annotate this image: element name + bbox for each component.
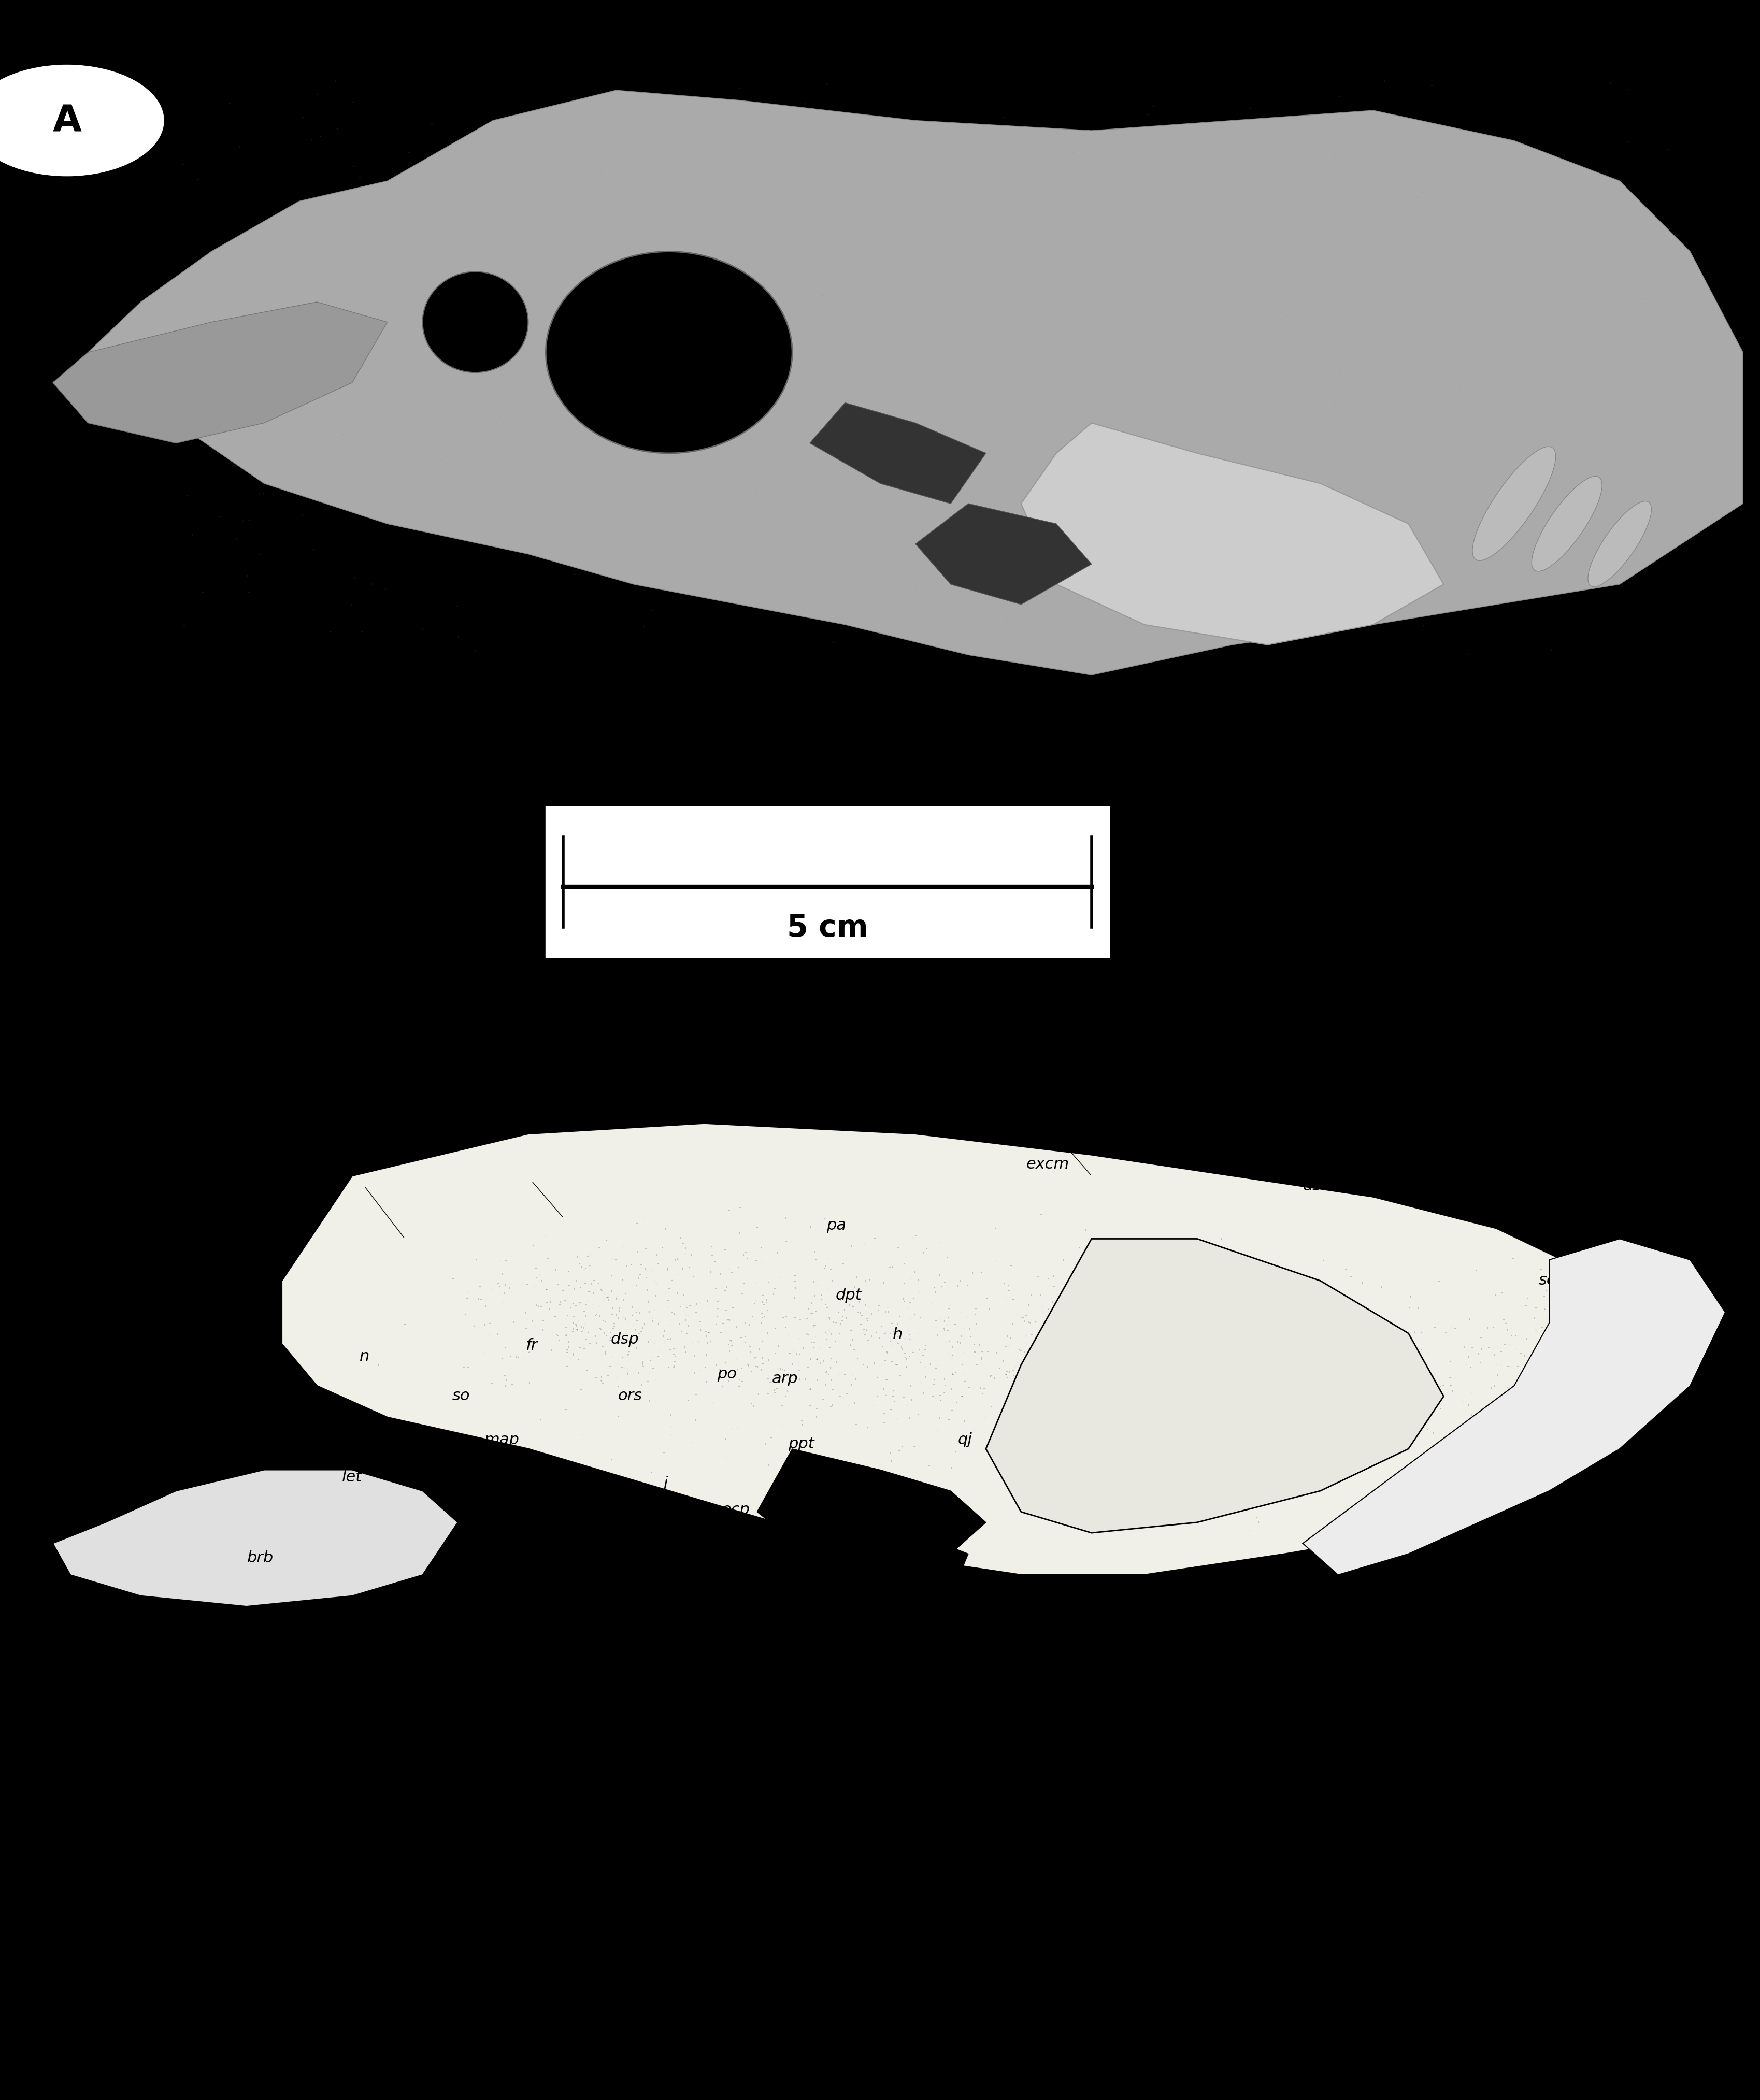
Text: h: h	[892, 1327, 903, 1342]
Text: ihy: ihy	[850, 1506, 875, 1520]
Text: j: j	[664, 1476, 667, 1491]
Polygon shape	[53, 1470, 458, 1606]
Text: ors: ors	[618, 1388, 642, 1403]
Text: 5 cm: 5 cm	[787, 914, 868, 943]
Polygon shape	[986, 1239, 1443, 1533]
Text: scl: scl	[1538, 1273, 1559, 1287]
Text: qj: qj	[957, 1432, 972, 1447]
Text: sop: sop	[1206, 1388, 1234, 1403]
Polygon shape	[757, 1449, 986, 1575]
Text: ds1: ds1	[1302, 1178, 1331, 1193]
Text: arp: arp	[773, 1371, 797, 1386]
Text: r: r	[1683, 1239, 1690, 1254]
Text: d: d	[808, 1502, 818, 1516]
Polygon shape	[915, 504, 1091, 605]
Bar	[546, 806, 1109, 958]
Text: dsp: dsp	[611, 1331, 639, 1346]
Polygon shape	[1302, 1239, 1725, 1575]
Text: ecp: ecp	[722, 1502, 750, 1516]
Ellipse shape	[1471, 447, 1556, 561]
Polygon shape	[88, 90, 1742, 676]
Polygon shape	[53, 302, 387, 443]
Text: drb: drb	[95, 1392, 123, 1407]
Polygon shape	[810, 403, 986, 504]
Text: clv: clv	[1380, 1573, 1401, 1588]
Text: ppt: ppt	[788, 1436, 813, 1451]
Text: pfs: pfs	[1642, 1420, 1667, 1434]
Text: A: A	[53, 103, 81, 139]
Ellipse shape	[1531, 477, 1602, 571]
Text: n: n	[359, 1348, 370, 1363]
Polygon shape	[774, 1512, 968, 1617]
Text: cl: cl	[1510, 1502, 1524, 1516]
Text: pa: pa	[825, 1218, 847, 1233]
Text: opo: opo	[1074, 1287, 1102, 1302]
Text: so: so	[452, 1388, 470, 1403]
Text: pt: pt	[1153, 1239, 1170, 1254]
Text: 5 cm: 5 cm	[892, 2068, 973, 2098]
Ellipse shape	[1588, 502, 1651, 588]
Text: let: let	[341, 1470, 363, 1485]
Text: pcl: pcl	[1642, 1327, 1667, 1342]
Ellipse shape	[546, 252, 792, 454]
Polygon shape	[282, 1124, 1637, 1575]
Text: B: B	[28, 1090, 70, 1147]
Polygon shape	[1021, 424, 1443, 645]
Ellipse shape	[422, 273, 528, 374]
Text: n(t): n(t)	[312, 1432, 340, 1447]
Text: po: po	[716, 1367, 737, 1382]
Text: cha: cha	[901, 1514, 929, 1531]
Text: dpl: dpl	[671, 1550, 695, 1565]
Text: dpt: dpt	[836, 1287, 861, 1302]
Circle shape	[0, 65, 164, 176]
Text: rcb: rcb	[114, 1594, 139, 1609]
Text: br: br	[917, 1573, 935, 1588]
Text: fr: fr	[526, 1338, 537, 1352]
Text: na: na	[1565, 1163, 1586, 1178]
Text: brb: brb	[246, 1550, 275, 1565]
Text: map: map	[484, 1432, 519, 1447]
Text: br: br	[1026, 1502, 1044, 1516]
Text: excm: excm	[1026, 1157, 1068, 1172]
